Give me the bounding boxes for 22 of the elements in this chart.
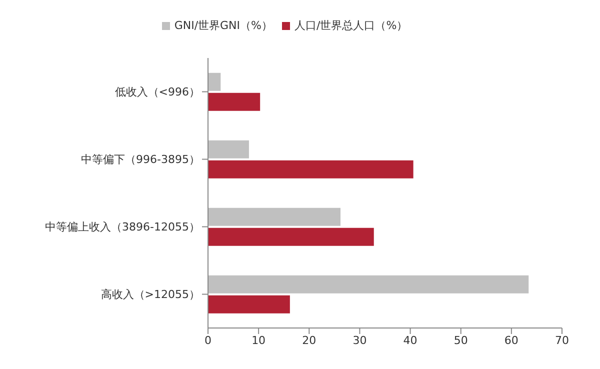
bar (208, 92, 260, 111)
x-tick-label: 40 (403, 334, 418, 347)
x-tick-label: 20 (302, 334, 316, 347)
legend-label: GNI/世界GNI（%） (174, 19, 272, 32)
y-tick-label: 中等偏下（996-3895） (81, 153, 200, 166)
bar (208, 275, 529, 294)
x-tick-label: 10 (252, 334, 266, 347)
x-tick-label: 50 (454, 334, 468, 347)
bar (208, 228, 374, 246)
bar (208, 160, 414, 178)
y-tick-label: 高收入（>12055） (100, 288, 200, 302)
y-tick-label: 中等偏上收入（3896-12055） (45, 220, 200, 234)
bar (208, 140, 249, 158)
legend-label: 人口/世界总人口（%） (294, 19, 408, 32)
x-tick-label: 60 (504, 334, 518, 347)
x-tick-label: 70 (555, 334, 569, 347)
x-tick-label: 0 (204, 334, 212, 347)
bar (208, 295, 290, 314)
x-tick-label: 30 (352, 334, 367, 347)
y-tick-label: 低收入（<996） (114, 86, 200, 99)
bar (208, 208, 340, 226)
bar (208, 72, 221, 91)
